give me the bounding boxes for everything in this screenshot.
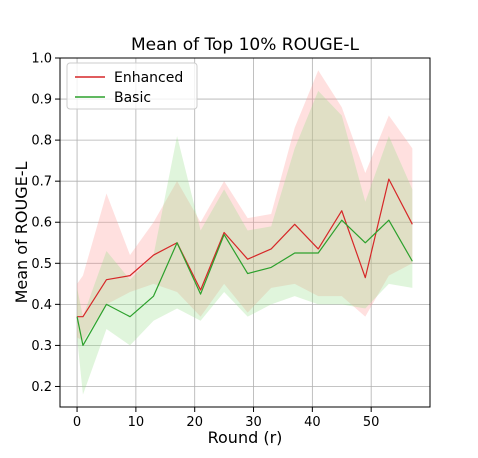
x-tick-label: 40 [304, 415, 321, 430]
series-lines [76, 178, 413, 347]
y-tick-label: 0.8 [31, 134, 52, 149]
x-tick-label: 50 [363, 415, 380, 430]
x-tick-label: 30 [245, 415, 262, 430]
band-basic [77, 90, 413, 395]
x-tick-label: 10 [128, 415, 145, 430]
plot-area-frame [59, 57, 431, 408]
y-tick-label: 0.7 [31, 175, 52, 190]
y-tick-label: 0.9 [31, 93, 52, 108]
y-tick-label: 0.3 [31, 339, 52, 354]
y-tick-label: 0.5 [31, 257, 52, 272]
y-tick-label: 0.6 [31, 216, 52, 231]
y-tick-label: 0.2 [31, 380, 52, 395]
series-line-enhanced [77, 178, 413, 318]
y-tick-label: 0.4 [31, 298, 52, 313]
legend-label-enhanced: Enhanced [114, 70, 183, 86]
x-axis-label: Round (r) [208, 428, 283, 447]
band-enhanced [77, 70, 413, 342]
y-axis-label: Mean of ROUGE-L [12, 162, 31, 304]
confidence-bands [77, 70, 413, 395]
legend-label-basic: Basic [114, 90, 151, 106]
y-axis-ticks: 0.2 0.3 0.4 0.5 0.6 0.7 0.8 0.9 1.0 [31, 52, 60, 395]
x-axis-ticks: 0 10 20 30 40 50 [73, 407, 380, 430]
legend: Enhanced Basic [66, 62, 198, 110]
series-line-basic [76, 219, 413, 347]
chart-title: Mean of Top 10% ROUGE-L [131, 35, 359, 55]
x-tick-label: 0 [73, 415, 81, 430]
y-tick-label: 1.0 [31, 52, 52, 67]
x-tick-label: 20 [186, 415, 203, 430]
